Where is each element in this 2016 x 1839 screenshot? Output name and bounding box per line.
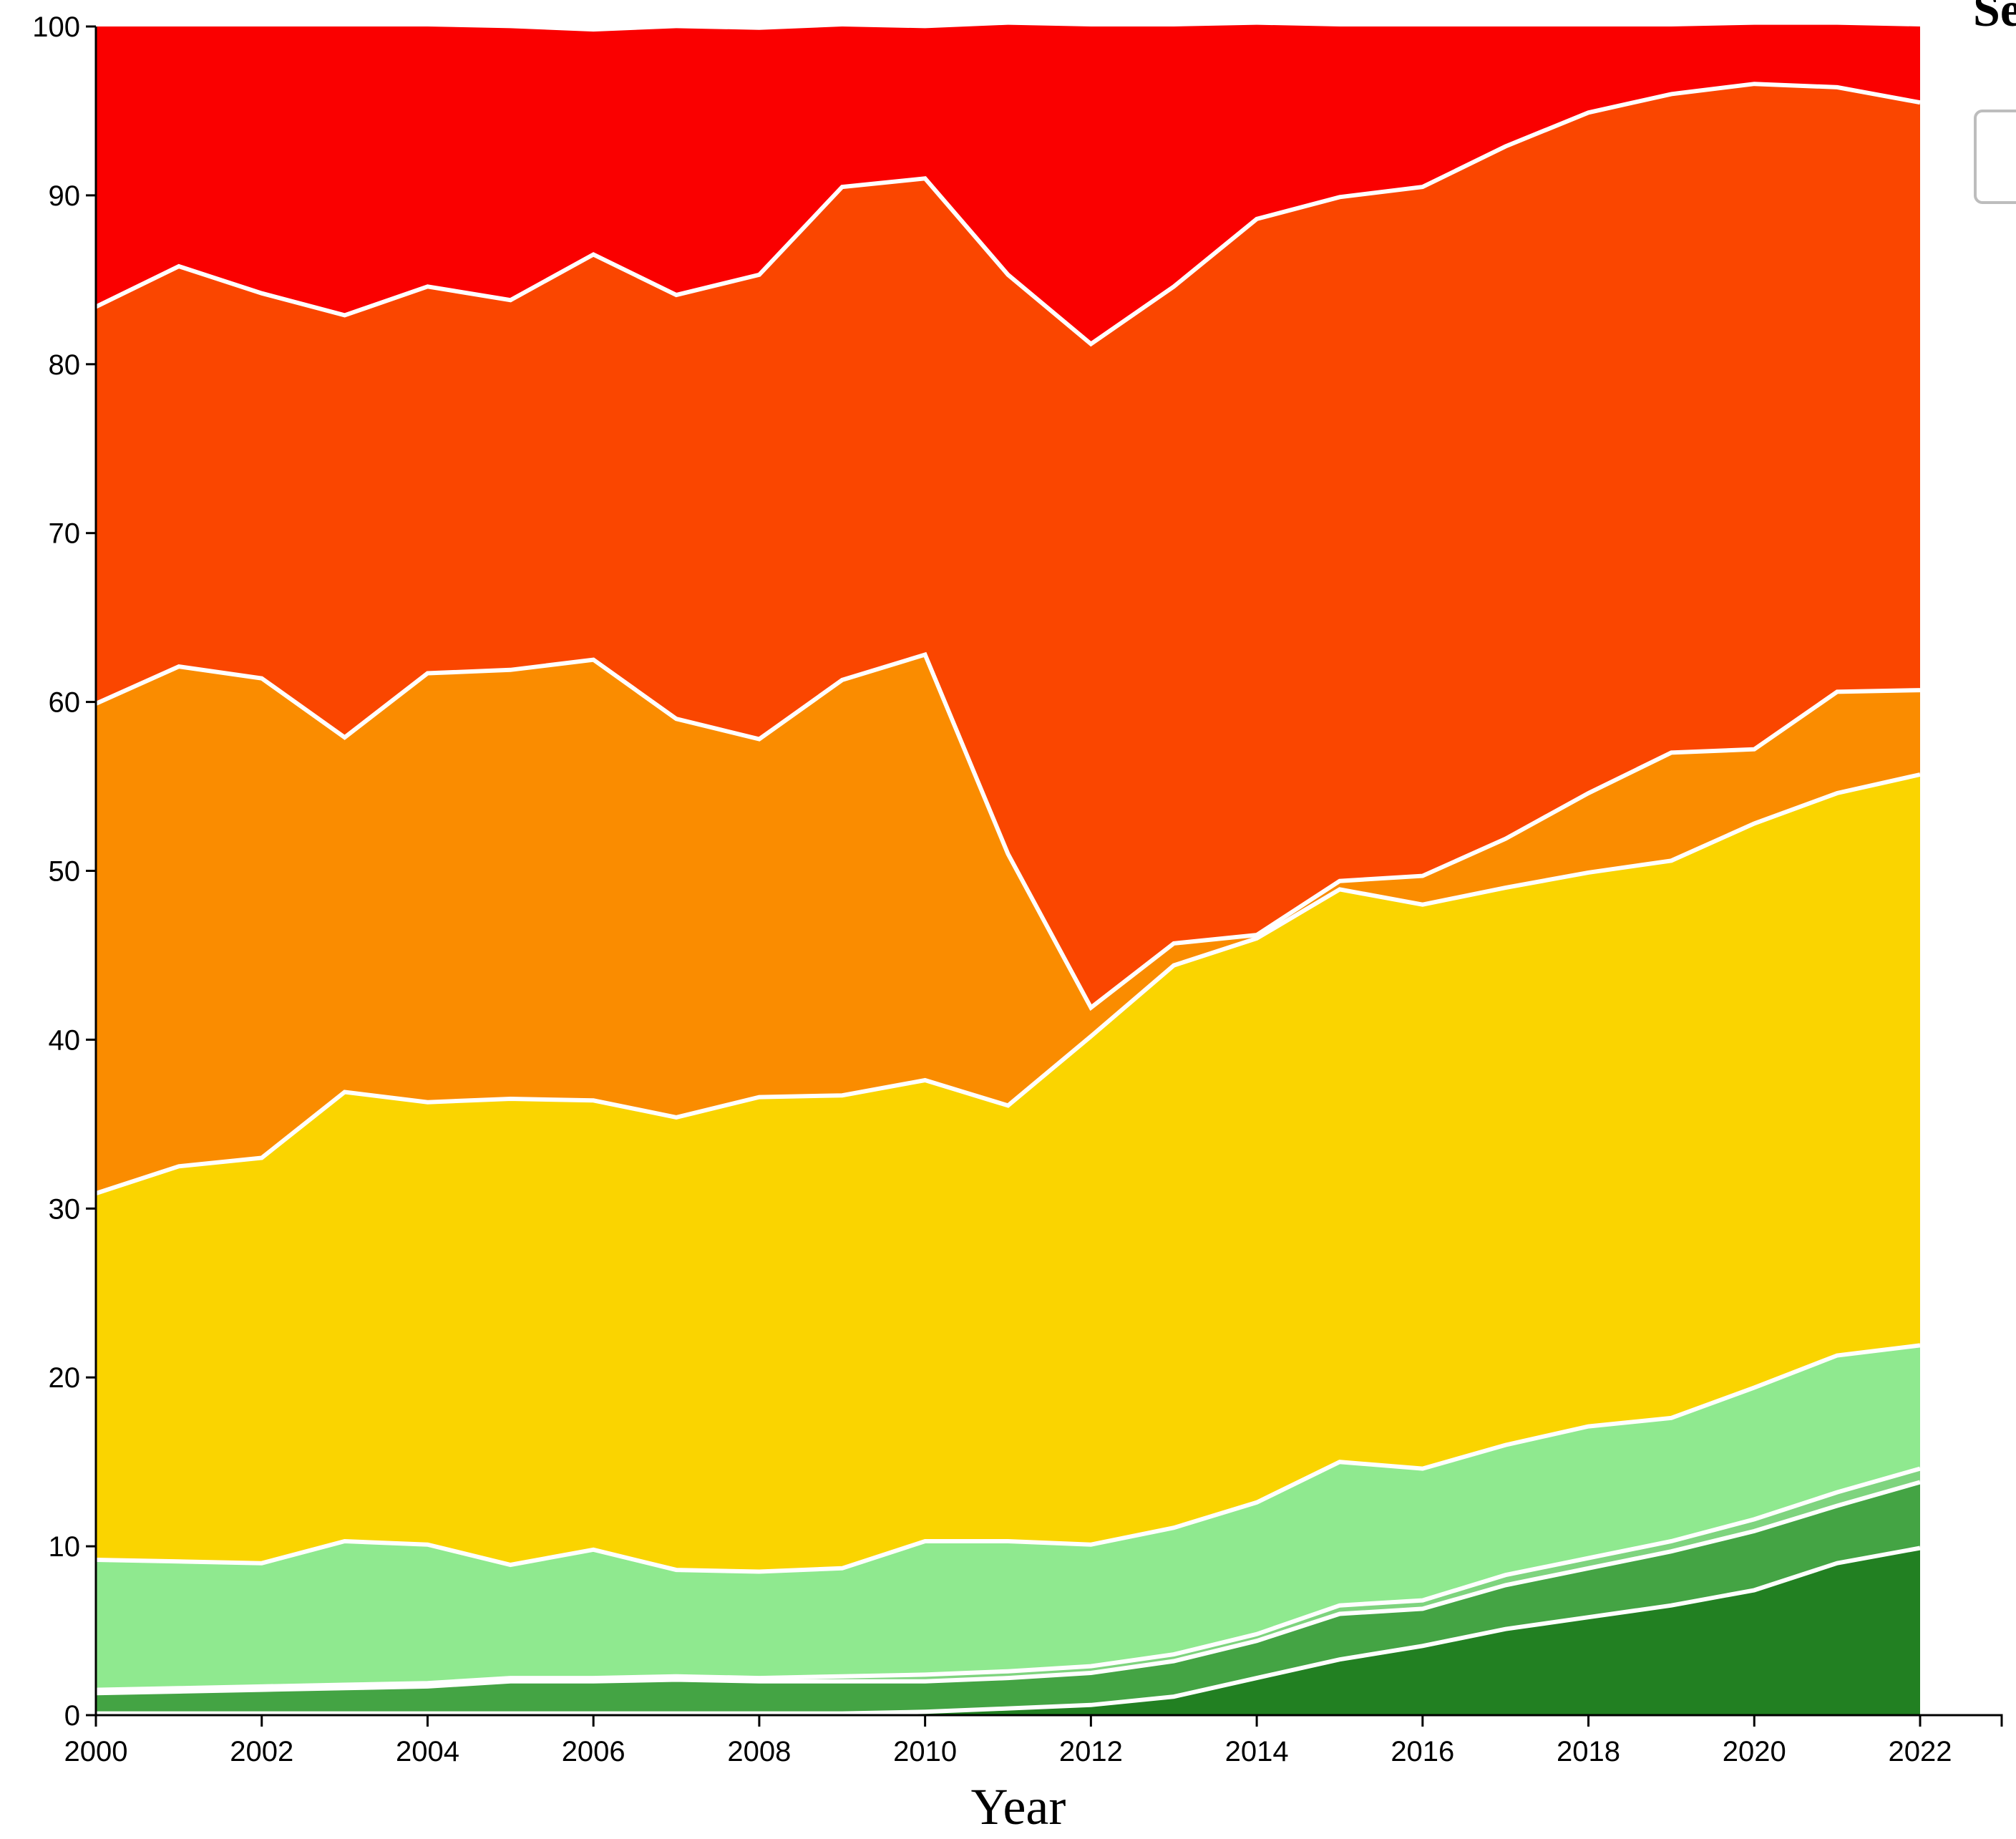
series-boundary-line-7: [94, 82, 1921, 347]
x-tick-label: 2010: [893, 1736, 957, 1767]
y-tick-label: 30: [49, 1193, 81, 1225]
y-tick-label: 70: [49, 518, 81, 550]
y-tick-label: 0: [64, 1700, 80, 1732]
x-tick-label: 2012: [1059, 1736, 1123, 1767]
y-tick-label: 40: [49, 1024, 81, 1056]
area-layers: [96, 24, 1920, 1715]
area-series-7: [96, 84, 1920, 1008]
x-axis-title: Year: [971, 1778, 1066, 1835]
x-tick-label: 2016: [1391, 1736, 1454, 1767]
x-tick-label: 2018: [1557, 1736, 1620, 1767]
y-tick-label: 10: [49, 1531, 81, 1563]
x-tick-label: 2006: [562, 1736, 625, 1767]
x-tick-label: 2004: [396, 1736, 459, 1767]
series-boundary-line-2: [95, 1480, 1921, 1696]
y-tick-label: 20: [49, 1362, 81, 1394]
x-tick-label: 2000: [64, 1736, 128, 1767]
legend-title: Se: [1973, 0, 2016, 37]
x-axis-line: [94, 1714, 2003, 1727]
x-tick-label: 2002: [230, 1736, 293, 1767]
boundary-lines: [94, 82, 1921, 1716]
series-boundary-line-1: [96, 1546, 1921, 1716]
y-tick-label: 90: [49, 180, 81, 212]
x-tick-label: 2014: [1225, 1736, 1289, 1767]
series-boundary-line-6: [94, 651, 1921, 1011]
y-tick-label: 60: [49, 687, 81, 719]
area-series-5: [96, 775, 1920, 1572]
y-tick-label: 80: [49, 349, 81, 381]
area-series-6: [96, 654, 1920, 1194]
series-boundary-line-5: [95, 772, 1921, 1195]
legend-box: [1974, 110, 2016, 204]
x-axis: 2000 2002 2004 2006 2008 2010 2012 2014 2016 2018…: [64, 1714, 2003, 1767]
area-series-1: [96, 1548, 1920, 1715]
y-tick-label: 50: [49, 856, 81, 888]
x-tick-label: 2022: [1889, 1736, 1952, 1767]
y-axis: 0 10 20 30 40 50 60 70 80 90 100: [32, 11, 97, 1732]
series-boundary-line-4: [95, 1343, 1921, 1574]
series-boundary-line-3: [95, 1466, 1921, 1692]
x-tick-label: 2020: [1723, 1736, 1786, 1767]
area-series-4: [96, 1345, 1920, 1690]
x-tick-label: 2008: [727, 1736, 791, 1767]
area-series-8: [96, 24, 1920, 344]
y-tick-label: 100: [32, 11, 80, 43]
